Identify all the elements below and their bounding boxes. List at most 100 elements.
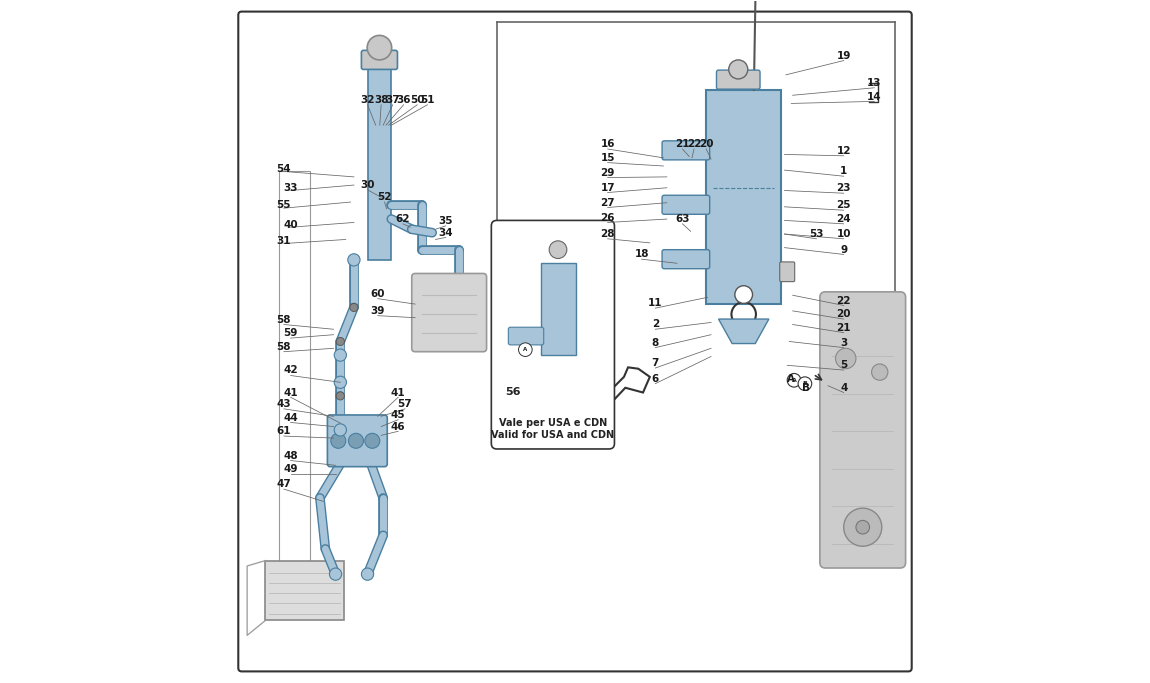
Text: 17: 17	[600, 183, 615, 193]
Circle shape	[844, 508, 882, 546]
Bar	[266, 561, 344, 620]
Circle shape	[798, 377, 812, 391]
Text: 4: 4	[840, 382, 848, 393]
Text: 21: 21	[836, 323, 851, 333]
Text: 47: 47	[276, 479, 291, 489]
Circle shape	[365, 433, 380, 448]
Text: 21: 21	[675, 139, 690, 150]
Text: A: A	[788, 374, 796, 384]
Text: 24: 24	[836, 214, 851, 224]
Circle shape	[335, 349, 346, 361]
Text: 33: 33	[283, 183, 298, 193]
Circle shape	[347, 254, 360, 266]
Text: B: B	[803, 382, 811, 393]
Text: 14: 14	[867, 92, 882, 102]
Text: 51: 51	[420, 95, 435, 105]
Text: 18: 18	[635, 249, 649, 260]
Circle shape	[331, 433, 346, 448]
FancyBboxPatch shape	[328, 415, 388, 466]
Text: 63: 63	[675, 214, 690, 224]
Text: 16: 16	[600, 139, 615, 150]
Circle shape	[350, 303, 358, 311]
Bar	[540, 263, 576, 355]
Text: 39: 39	[370, 306, 385, 316]
Text: 53: 53	[810, 229, 823, 239]
Text: 28: 28	[600, 229, 615, 239]
Circle shape	[836, 348, 856, 369]
Text: B: B	[803, 381, 807, 386]
FancyBboxPatch shape	[780, 262, 795, 281]
FancyBboxPatch shape	[662, 195, 710, 214]
Text: 32: 32	[360, 95, 375, 105]
Text: 58: 58	[277, 315, 291, 324]
Text: 46: 46	[391, 421, 406, 432]
Text: 15: 15	[600, 153, 615, 163]
Text: 55: 55	[277, 200, 291, 210]
Circle shape	[788, 374, 800, 387]
Circle shape	[550, 241, 567, 258]
Text: 25: 25	[836, 200, 851, 210]
FancyBboxPatch shape	[412, 273, 486, 352]
Text: 37: 37	[385, 95, 400, 105]
Text: 10: 10	[836, 229, 851, 239]
Text: 31: 31	[277, 236, 291, 246]
Text: 34: 34	[438, 227, 453, 238]
Text: 11: 11	[647, 298, 662, 309]
Text: Vale per USA e CDN: Vale per USA e CDN	[499, 418, 607, 428]
Circle shape	[329, 568, 342, 581]
Text: 27: 27	[600, 198, 615, 208]
Circle shape	[367, 36, 392, 60]
Polygon shape	[611, 367, 650, 400]
FancyBboxPatch shape	[238, 12, 912, 671]
FancyBboxPatch shape	[491, 221, 614, 449]
Text: A: A	[523, 347, 528, 352]
Text: 23: 23	[836, 184, 851, 193]
Text: 22: 22	[836, 296, 851, 306]
Text: 12: 12	[836, 146, 851, 156]
Text: 41: 41	[391, 387, 406, 398]
FancyBboxPatch shape	[820, 292, 905, 568]
Text: 19: 19	[836, 51, 851, 61]
Text: 26: 26	[600, 212, 615, 223]
Text: 9: 9	[841, 245, 848, 255]
Circle shape	[336, 337, 344, 346]
Text: 36: 36	[397, 95, 411, 105]
Text: 20: 20	[836, 309, 851, 319]
Text: 30: 30	[360, 180, 375, 190]
FancyBboxPatch shape	[508, 327, 544, 345]
Text: 44: 44	[283, 413, 298, 423]
Text: 48: 48	[283, 451, 298, 461]
Text: 57: 57	[398, 399, 412, 409]
Circle shape	[735, 285, 752, 303]
Text: 54: 54	[276, 164, 291, 173]
Text: 50: 50	[409, 95, 424, 105]
Text: 49: 49	[283, 464, 298, 475]
Text: 52: 52	[377, 193, 392, 202]
Circle shape	[335, 376, 346, 389]
Circle shape	[336, 392, 344, 400]
Text: 2: 2	[652, 320, 659, 329]
Text: 43: 43	[276, 399, 291, 409]
Text: 58: 58	[277, 342, 291, 352]
FancyBboxPatch shape	[361, 51, 398, 70]
Circle shape	[519, 343, 532, 357]
Text: 60: 60	[370, 289, 385, 299]
Text: 61: 61	[277, 426, 291, 436]
Text: Valid for USA and CDN: Valid for USA and CDN	[491, 430, 614, 441]
Text: 13: 13	[867, 78, 882, 88]
Circle shape	[872, 364, 888, 380]
Text: A: A	[791, 378, 797, 382]
Text: 41: 41	[283, 387, 298, 398]
Text: 35: 35	[438, 216, 453, 226]
FancyBboxPatch shape	[662, 250, 710, 268]
Text: 22: 22	[687, 139, 702, 150]
Bar	[706, 90, 781, 304]
Text: 7: 7	[652, 359, 659, 368]
Text: 3: 3	[840, 338, 848, 348]
Circle shape	[856, 520, 869, 534]
Circle shape	[335, 424, 346, 436]
Text: 1: 1	[840, 167, 848, 176]
Text: 20: 20	[699, 139, 713, 150]
Text: 38: 38	[374, 95, 389, 105]
Text: 6: 6	[652, 374, 659, 384]
